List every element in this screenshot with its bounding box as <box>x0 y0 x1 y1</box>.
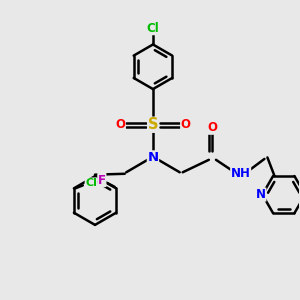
Text: Cl: Cl <box>147 22 159 34</box>
Text: O: O <box>115 118 125 131</box>
Text: N: N <box>147 151 158 164</box>
Text: O: O <box>207 121 218 134</box>
Text: N: N <box>256 188 266 201</box>
Text: NH: NH <box>231 167 250 180</box>
Text: Cl: Cl <box>85 178 97 188</box>
Text: O: O <box>181 118 191 131</box>
Text: F: F <box>98 173 106 187</box>
Text: S: S <box>148 117 158 132</box>
